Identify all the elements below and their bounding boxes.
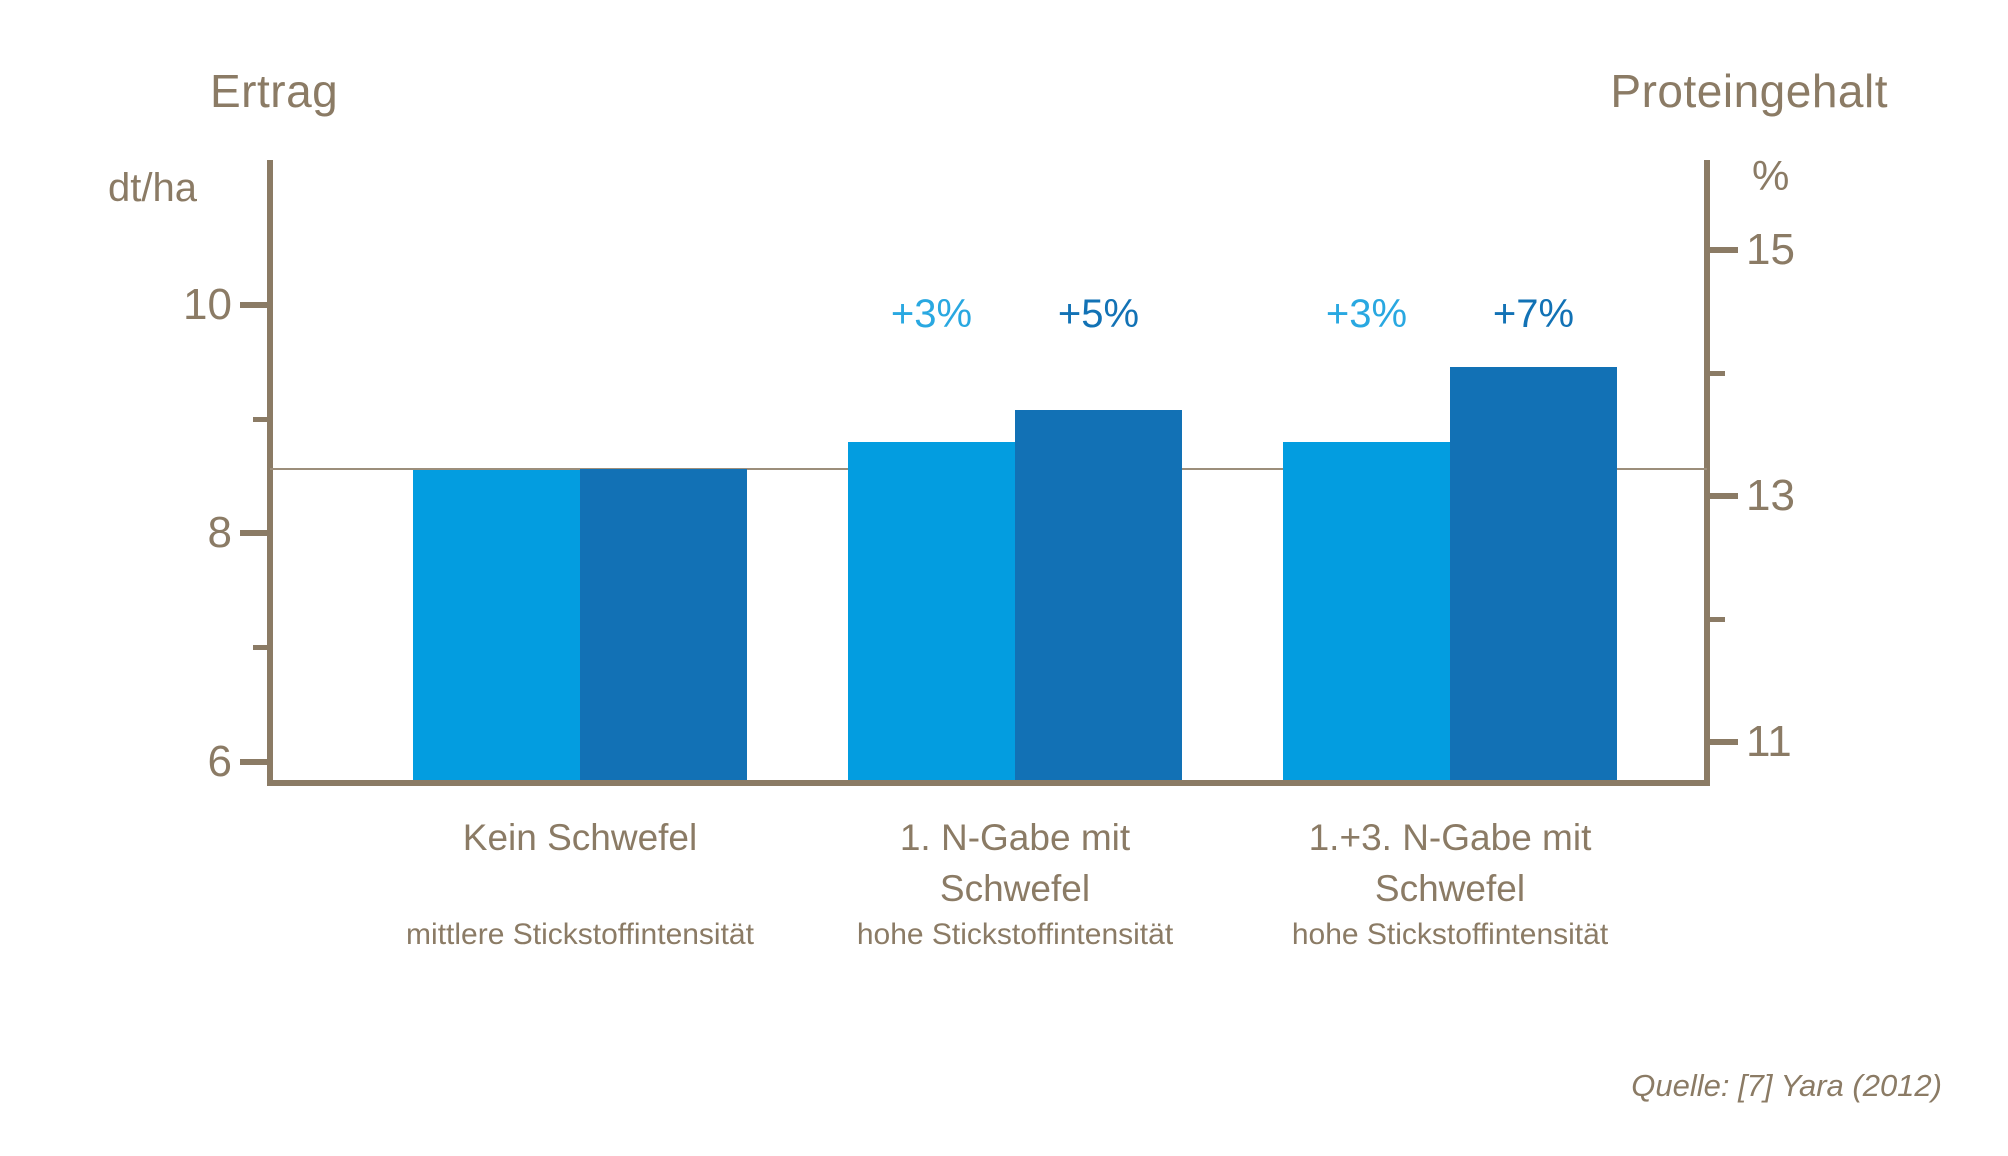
ertrag-bar [848, 441, 1015, 780]
right-tick-label: 13 [1746, 471, 1795, 520]
right-minor-tick [1707, 371, 1725, 376]
category-label: 1. N-Gabe mit Schwefel [899, 817, 1131, 909]
protein-delta-label: +7% [1492, 292, 1575, 336]
baseline [267, 780, 1710, 786]
protein-bar [1015, 409, 1182, 780]
ertrag-delta-label: +3% [1325, 292, 1408, 336]
category-sublabel: hohe Stickstoffintensität [856, 918, 1174, 951]
left-major-tick [240, 530, 270, 536]
left-major-tick [240, 758, 270, 765]
protein-bar [580, 468, 747, 780]
ertrag-bar [1283, 441, 1450, 780]
ertrag-delta-label: +3% [890, 292, 973, 336]
left-tick-label: 6 [207, 736, 232, 786]
left-axis-line [267, 160, 273, 786]
right-axis-line [1704, 160, 1710, 786]
ertrag-bar [413, 470, 580, 780]
left-minor-tick [253, 645, 270, 651]
protein-delta-label: +5% [1057, 292, 1140, 336]
right-tick-label: 11 [1746, 717, 1792, 766]
category-label: Kein Schwefel [462, 817, 698, 858]
category-sublabel: mittlere Stickstoffintensität [406, 918, 754, 951]
right-major-tick [1707, 247, 1738, 253]
category-sublabel: hohe Stickstoffintensität [1291, 918, 1609, 951]
left-tick-label: 8 [207, 508, 232, 557]
protein-bar [1450, 366, 1617, 780]
category-label: 1.+3. N-Gabe mit Schwefel [1308, 817, 1592, 909]
left-minor-tick [253, 416, 270, 422]
left-axis-unit: dt/ha [108, 166, 197, 210]
left-tick-label: 10 [183, 279, 232, 329]
right-axis-title: Proteingehalt [1610, 65, 1888, 117]
right-major-tick [1707, 493, 1738, 499]
right-minor-tick [1707, 617, 1725, 622]
source-citation: Quelle: [7] Yara (2012) [1631, 1068, 1942, 1103]
right-major-tick [1707, 739, 1738, 745]
left-axis-title: Ertrag [210, 65, 339, 117]
right-axis-unit: % [1752, 152, 1790, 199]
right-tick-label: 15 [1746, 225, 1795, 274]
left-major-tick [240, 301, 270, 308]
